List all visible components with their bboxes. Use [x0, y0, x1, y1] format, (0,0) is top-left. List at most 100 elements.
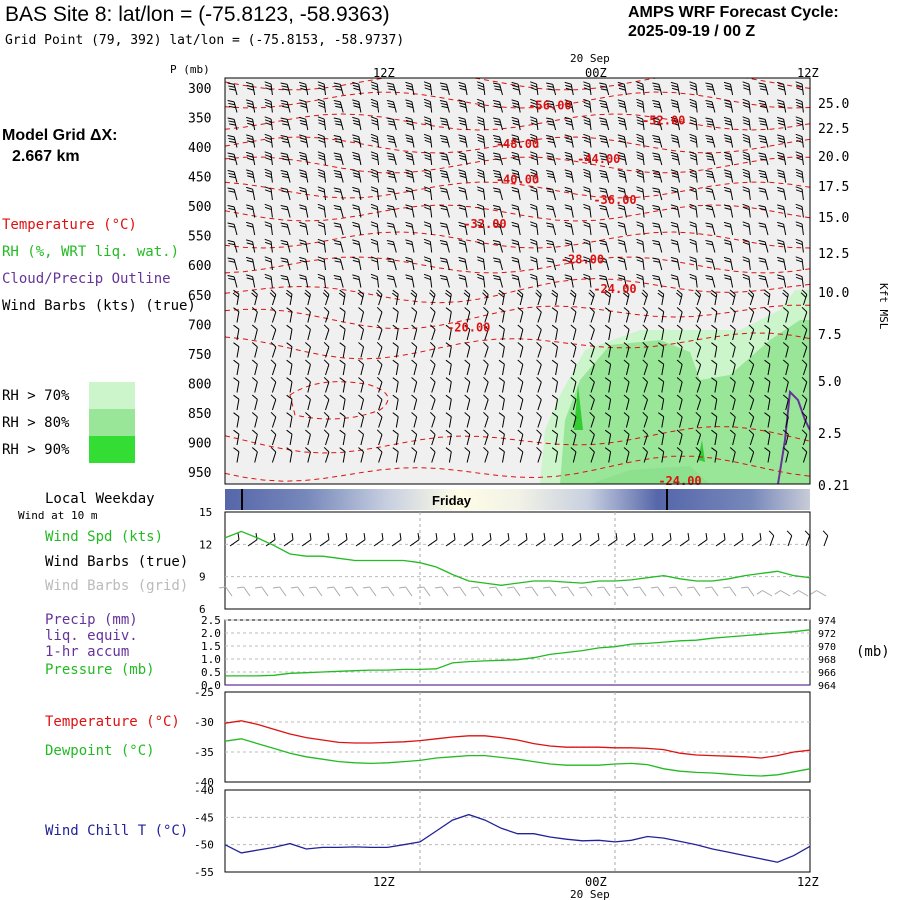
- barb-7-21: [358, 447, 365, 463]
- barb-21-12: [604, 289, 612, 306]
- barb-shaft-16-9: [517, 241, 521, 253]
- barb-shaft-10-8: [411, 224, 415, 236]
- barb-flag-27-15-0: [711, 342, 718, 348]
- barb-flag-4-1-1: [299, 102, 307, 106]
- barb-flag-23-10-0: [636, 256, 643, 260]
- barb-flag-7-0-0: [352, 81, 359, 85]
- barb-26-9: [689, 238, 698, 253]
- barb-flag-23-18-0: [642, 394, 648, 400]
- barb-14-0: [476, 81, 486, 96]
- barb-flag-13-0-0: [458, 81, 466, 85]
- barb-21-7: [599, 205, 610, 218]
- barb-shaft-16-13: [519, 311, 524, 323]
- barb10-grid-11: [416, 586, 431, 597]
- barb-shaft-9-20: [395, 434, 399, 446]
- barb-flag-7-10-0: [352, 256, 359, 260]
- barb-body-4-15: [305, 342, 311, 358]
- barb-flag-32-0-0: [795, 81, 803, 85]
- barb-18-15: [551, 342, 559, 358]
- barb10-true-shaft-17: [535, 539, 546, 547]
- weekday-friday: Friday: [432, 493, 472, 508]
- barb-shaft-25-18: [679, 399, 683, 411]
- barb-body-29-0: [742, 81, 751, 96]
- barb-16-10: [511, 256, 521, 271]
- barb-flag-30-1-1: [759, 102, 767, 106]
- barb-body-21-10: [599, 257, 610, 271]
- barb-flag-9-1-2: [388, 105, 396, 109]
- barb-flag-2-2-2: [265, 122, 272, 126]
- barb-9-9: [386, 240, 397, 253]
- barb-shaft-27-11: [711, 276, 716, 288]
- barb-flag-26-7-0: [689, 203, 697, 208]
- barb-23-16: [642, 359, 648, 376]
- barb-body-29-8: [742, 221, 751, 236]
- barb-flag-6-11-1: [334, 277, 342, 281]
- barb-flag-28-7-0: [723, 204, 731, 208]
- barb-flag-13-21-0: [464, 447, 471, 453]
- barb-21-14: [604, 324, 612, 341]
- barb-flag-19-1-0: [564, 99, 572, 103]
- barb-shaft-8-8: [376, 224, 380, 236]
- barb-body-27-3: [705, 135, 716, 148]
- barb-24-2: [652, 117, 663, 131]
- barb-flag-18-8-1: [546, 225, 554, 228]
- barb-1-11: [246, 274, 256, 288]
- barb-body-0-7: [227, 205, 238, 218]
- barb-body-28-8: [723, 221, 734, 236]
- barb-flag-29-16-0: [748, 359, 755, 365]
- barb-body-21-21: [604, 447, 612, 463]
- barb-shaft-13-14: [466, 329, 471, 341]
- barb-0-19: [233, 412, 240, 428]
- barb-7-20: [358, 429, 365, 446]
- barb-body-10-0: [405, 81, 415, 96]
- barb-15-3: [492, 135, 503, 148]
- barb-9-14: [392, 324, 399, 341]
- barb-flag-0-5-0: [227, 170, 235, 173]
- barb-23-12: [641, 289, 648, 306]
- barb-shaft-11-6: [429, 189, 433, 201]
- barb-body-13-17: [464, 377, 471, 393]
- barb-32-13: [801, 306, 808, 323]
- barb-shaft-28-7: [730, 206, 734, 218]
- barb-flag-10-1-2: [406, 105, 414, 109]
- barb-flag-1-6-1: [246, 189, 254, 193]
- barb-flag-0-8-0: [227, 222, 235, 225]
- barb-body-15-7: [492, 205, 503, 218]
- barb-body-31-6: [777, 186, 787, 201]
- barb-flag-22-16-0: [623, 359, 630, 365]
- barb-body-27-20: [711, 429, 718, 446]
- barb-shaft-4-14: [307, 329, 311, 341]
- barb-shaft-23-14: [643, 329, 648, 341]
- barb-18-6: [546, 187, 557, 201]
- barb-17-7: [530, 203, 539, 218]
- barb-flag-23-2-1: [636, 119, 644, 123]
- barb-body-4-8: [299, 221, 309, 236]
- barb-shaft-28-16: [732, 364, 736, 376]
- barb-shaft-20-19: [590, 416, 595, 428]
- barb-flag-20-20-0: [589, 429, 595, 435]
- barb-flag-1-0-0: [246, 81, 253, 85]
- barb-shaft-15-17: [502, 381, 505, 393]
- barb-body-11-3: [423, 133, 433, 148]
- barb-flag-20-16-0: [589, 359, 595, 365]
- barb-2-17: [270, 376, 277, 393]
- barb-flag-30-21-0: [764, 447, 771, 453]
- barb-shaft-14-15: [484, 346, 489, 358]
- barb-18-19: [551, 412, 559, 428]
- barb-flag-14-16-0: [483, 359, 489, 365]
- barb-12-21: [445, 447, 452, 463]
- barb-flag-9-2-0: [386, 117, 394, 120]
- barb-14-7: [476, 203, 486, 218]
- barb-31-2: [777, 116, 787, 131]
- barb-flag-1-3-2: [247, 140, 254, 144]
- barb-flag-2-21-0: [270, 446, 277, 453]
- barb-flag-4-11-1: [299, 277, 307, 281]
- barb-flag-20-11-0: [583, 273, 590, 278]
- barb-flag-22-4-1: [618, 154, 626, 158]
- barb-flag-31-3-2: [778, 140, 785, 144]
- barb-shaft-26-10: [695, 259, 698, 271]
- barb-flag-17-1-0: [530, 98, 537, 103]
- barb10-true-flag-24: [669, 532, 672, 540]
- barb-body-6-1: [333, 100, 344, 113]
- barb-27-9: [705, 240, 716, 253]
